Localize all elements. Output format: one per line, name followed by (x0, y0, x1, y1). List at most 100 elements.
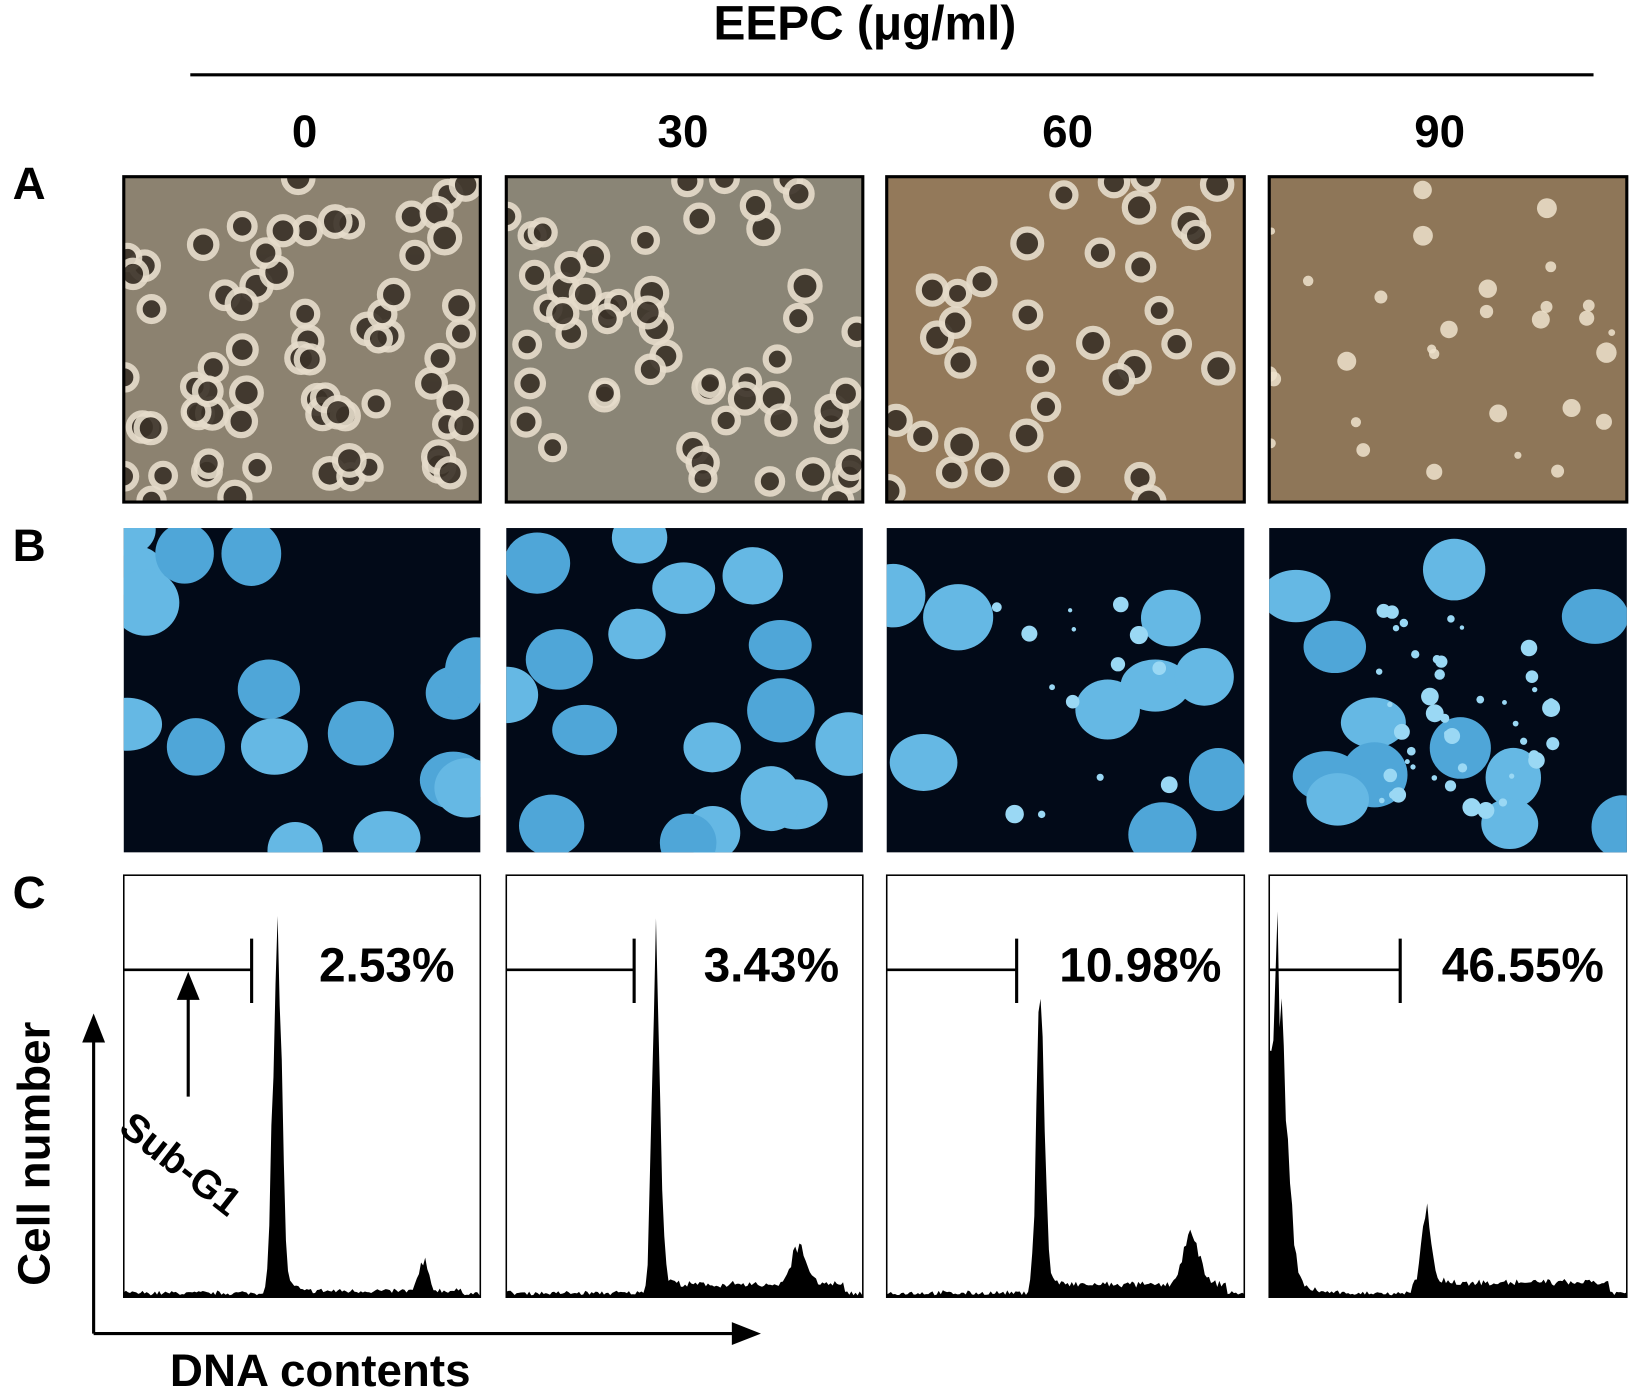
apoptotic-body (1005, 804, 1024, 824)
cell (512, 329, 543, 360)
cell (448, 409, 480, 442)
debris (1479, 304, 1494, 319)
phase-image (122, 175, 482, 504)
nucleus (525, 629, 593, 690)
apoptotic-body (1502, 699, 1507, 705)
debris (1427, 344, 1437, 354)
histogram-frame (505, 874, 864, 1298)
apoptotic-body (991, 602, 1002, 613)
cells (1269, 180, 1617, 480)
cell (510, 406, 542, 438)
debris (1489, 404, 1508, 423)
sub-g1-arrowhead (176, 971, 200, 1000)
cell (708, 176, 740, 195)
row-label: B (13, 520, 46, 571)
nucleus (748, 619, 812, 671)
apoptotic-body (1425, 704, 1444, 723)
apoptotic-body (1528, 750, 1540, 761)
row-label: A (13, 158, 46, 209)
cell (1084, 237, 1116, 269)
nucleus (1188, 748, 1245, 812)
cells (886, 176, 1236, 503)
cell (545, 296, 580, 331)
debris (1269, 371, 1282, 387)
dapi-image (506, 528, 863, 853)
cell (787, 268, 823, 304)
debris (1374, 290, 1388, 304)
cell (695, 368, 726, 399)
cell (123, 257, 150, 291)
cell (133, 411, 168, 446)
apoptotic-body (1411, 650, 1420, 659)
cell (1121, 190, 1157, 225)
apoptotic-body (1067, 608, 1073, 613)
cell (795, 457, 831, 492)
cell (711, 405, 742, 436)
sub-g1-percentage: 46.55% (1442, 939, 1604, 992)
nucleus (327, 700, 394, 766)
apoptotic-body (1440, 713, 1450, 723)
nucleus (1591, 795, 1627, 853)
row-label: C (13, 867, 46, 918)
nucleus (889, 734, 958, 791)
cell (762, 344, 792, 374)
apoptotic-body (1421, 687, 1439, 706)
cell (527, 217, 558, 248)
debris (1551, 464, 1565, 478)
nucleus (434, 758, 481, 818)
y-axis-label: Cell number (9, 1021, 60, 1285)
cell (445, 318, 477, 349)
apoptotic-body (1532, 686, 1538, 693)
nucleus (123, 697, 163, 751)
apoptotic-body (1459, 625, 1465, 630)
nucleus (1422, 538, 1486, 601)
nucleus (1174, 647, 1234, 706)
cell (399, 239, 431, 272)
nucleus (683, 722, 741, 773)
cell (290, 298, 321, 329)
apoptotic-body (1410, 764, 1416, 770)
apoptotic-body (1444, 730, 1450, 737)
cell (829, 377, 863, 410)
nucleus (123, 569, 180, 636)
dapi-image (123, 528, 481, 853)
nucleus (1075, 679, 1140, 740)
cell (944, 346, 977, 379)
nucleus (1140, 589, 1201, 647)
apoptotic-body (1393, 723, 1410, 740)
cell (1047, 460, 1081, 494)
image-frame (122, 175, 482, 504)
nucleus (123, 528, 156, 556)
apoptotic-body (1110, 657, 1126, 672)
apoptotic-body (1520, 639, 1538, 657)
cell (441, 289, 476, 323)
cell (634, 353, 667, 386)
cell (835, 448, 863, 482)
nuclei (123, 528, 481, 853)
nuclei (1269, 538, 1627, 853)
cells (123, 176, 481, 503)
debris (1531, 310, 1550, 329)
nucleus (221, 528, 282, 586)
cell (1125, 251, 1157, 283)
cell (886, 403, 913, 438)
debris (1582, 299, 1595, 312)
nucleus (519, 794, 585, 853)
cell (630, 295, 665, 330)
cell (424, 342, 456, 375)
debris (1608, 329, 1616, 337)
apoptotic-body (1065, 694, 1080, 709)
apoptotic-body (1435, 655, 1448, 668)
cell (906, 420, 939, 453)
cell (1199, 176, 1235, 202)
y-arrowhead (82, 1013, 106, 1043)
column-label: 60 (1042, 106, 1093, 157)
debris (1440, 320, 1458, 339)
phase-image (1267, 175, 1629, 504)
cell (935, 456, 968, 489)
nucleus (1561, 589, 1627, 644)
nucleus (240, 718, 308, 775)
apoptotic-body (1477, 801, 1495, 819)
cell (944, 427, 980, 463)
cell (1030, 391, 1062, 423)
